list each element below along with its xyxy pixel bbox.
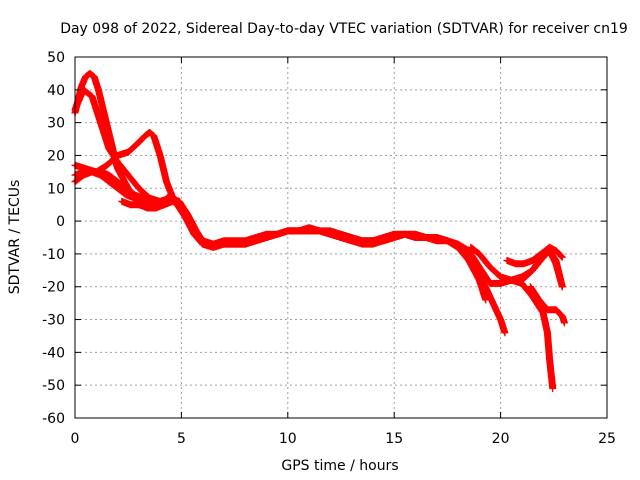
y-tick-label: 50 xyxy=(47,50,65,66)
y-tick-label: -30 xyxy=(42,313,65,329)
series-track-7 xyxy=(467,243,557,392)
chart-title: Day 098 of 2022, Sidereal Day-to-day VTE… xyxy=(60,21,628,37)
series-track-10 xyxy=(518,247,566,291)
y-tick-label: -10 xyxy=(42,247,65,263)
data-markers xyxy=(118,197,183,212)
x-tick-label: 15 xyxy=(385,431,403,447)
x-axis-label: GPS time / hours xyxy=(281,458,398,474)
y-tick-label: -50 xyxy=(42,378,65,394)
plot-frame xyxy=(74,56,608,419)
y-tick-label: 40 xyxy=(47,83,65,99)
x-tick-label: 20 xyxy=(492,431,510,447)
y-tick-label: 0 xyxy=(56,214,65,230)
series-track-6 xyxy=(118,197,183,212)
x-tick-label: 25 xyxy=(598,431,616,447)
y-axis-label: SDTVAR / TECUs xyxy=(7,180,23,295)
ticks: 0 5 10 15 20 25 -60 -50 -40 -30 -20 -10 0 10 20 30 40 50 xyxy=(42,50,616,447)
data-markers xyxy=(518,247,566,291)
x-tick-label: 5 xyxy=(177,431,186,447)
series-track-9 xyxy=(526,283,568,327)
y-tick-label: -20 xyxy=(42,280,65,296)
data-markers xyxy=(526,283,568,327)
data-markers xyxy=(467,243,557,392)
y-tick-label: -40 xyxy=(42,345,65,361)
y-tick-label: 30 xyxy=(47,116,65,132)
x-tick-label: 0 xyxy=(71,431,80,447)
y-tick-label: 20 xyxy=(47,148,65,164)
x-tick-label: 10 xyxy=(279,431,297,447)
y-tick-label: -60 xyxy=(42,411,65,427)
grid xyxy=(75,57,607,418)
y-tick-label: 10 xyxy=(47,181,65,197)
